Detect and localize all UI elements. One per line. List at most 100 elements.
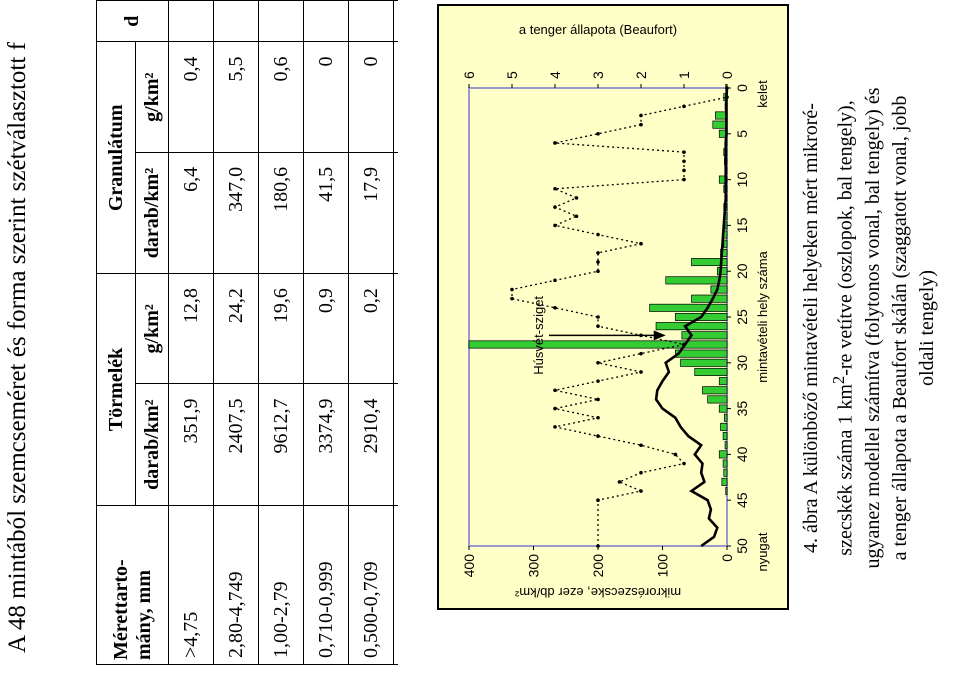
clipped-cell — [348, 0, 394, 42]
bar — [718, 377, 728, 386]
granulate-mass-cell: 0,6 — [258, 41, 304, 153]
debris-count-cell: 2689,3 — [393, 384, 398, 506]
table-row: 0,355-0,4992689,30,100 — [393, 0, 398, 665]
y-tick-label: 400 — [461, 554, 477, 578]
debris-group-header: Törmelék — [96, 273, 136, 506]
beaufort-point — [553, 205, 557, 209]
beaufort-point — [596, 251, 600, 255]
bar — [724, 221, 728, 230]
right-end-label: kelet — [755, 80, 770, 108]
clipped-cell — [258, 0, 304, 42]
chart-svg: 0510152025303540455001002003004000123456… — [461, 22, 770, 600]
granulate-count-cell: 41,5 — [303, 152, 349, 274]
beaufort-point — [682, 150, 686, 154]
beaufort-point — [553, 406, 557, 411]
bar — [691, 294, 728, 303]
bar — [724, 441, 728, 450]
y-axis-label: mikrorészecske, ezer db/km² — [514, 585, 681, 600]
beaufort-point — [639, 241, 643, 246]
granulate-mass-cell: 0,4 — [168, 41, 214, 153]
debris-count-cell: 351,9 — [168, 384, 214, 506]
beaufort-point — [682, 342, 686, 347]
bar — [718, 404, 728, 413]
beaufort-point — [596, 361, 600, 365]
beaufort-point — [596, 397, 600, 402]
debris-mass-cell: 24,2 — [213, 273, 259, 384]
beaufort-point — [639, 370, 643, 374]
beaufort-point — [510, 296, 514, 301]
size-cell: 1,00-2,79 — [258, 505, 304, 665]
particle-size-table: Mérettarto- mány, mm Törmelék Granulátum… — [96, 0, 398, 665]
y2-tick-label: 3 — [590, 71, 606, 79]
bar — [694, 367, 728, 376]
granulate-count-cell: 0 — [393, 152, 398, 274]
debris-count-cell: 2407,5 — [213, 384, 259, 506]
beaufort-point — [553, 425, 557, 429]
figure-4-box: 0 5 10 15 20 25 30 35 40 45 50 0 100 200 300 400 0 1 2 3 4 5 6… — [437, 4, 789, 610]
bar — [718, 450, 728, 459]
size-range-header: Mérettarto- mány, mm — [96, 505, 169, 665]
bar — [468, 340, 728, 349]
granulate-mass-cell: 0 — [348, 41, 394, 153]
granulate-group-header: Granulátum — [96, 41, 136, 274]
beaufort-point — [574, 214, 579, 219]
clipped-column-header: d — [96, 0, 169, 42]
size-range-header-line2: mány, mm — [132, 570, 155, 660]
clipped-cell — [393, 0, 398, 42]
beaufort-point — [510, 287, 514, 292]
debris-mass-header: g/km² — [135, 273, 169, 384]
beaufort-point — [639, 443, 643, 448]
annotation-arrow-head — [653, 330, 666, 341]
beaufort-point — [553, 388, 557, 393]
size-cell: 0,500-0,709 — [348, 505, 394, 665]
beaufort-point — [574, 196, 579, 200]
bar — [722, 459, 728, 468]
beaufort-point — [639, 351, 643, 356]
beaufort-point — [673, 452, 678, 457]
clipped-cell — [213, 0, 259, 42]
size-cell: 2,80-4,749 — [213, 505, 259, 665]
x-tick-label: 10 — [734, 172, 750, 188]
bar — [723, 239, 728, 248]
clipped-cell — [303, 0, 349, 42]
bar — [712, 120, 728, 129]
granulate-mass-cell: 5,5 — [213, 41, 259, 153]
beaufort-point — [596, 324, 600, 328]
beaufort-point — [682, 104, 686, 109]
beaufort-point — [639, 470, 643, 475]
table-row: 1,00-2,79 9612,7 19,6 180,6 0,6 — [258, 0, 304, 665]
x-tick-label: 25 — [734, 309, 750, 325]
granulate-count-header: darab/km² — [135, 152, 169, 274]
beaufort-point — [682, 177, 686, 182]
size-cell: 0,710-0,999 — [303, 505, 349, 665]
left-end-label: nyugat — [755, 532, 770, 571]
x-tick-label: 5 — [734, 130, 750, 138]
beaufort-point — [553, 278, 557, 283]
beaufort-point — [553, 223, 557, 228]
beaufort-point — [553, 186, 557, 191]
y2-tick-label: 5 — [504, 71, 520, 79]
beaufort-point — [553, 141, 557, 145]
bar — [675, 349, 728, 358]
beaufort-point — [639, 113, 643, 118]
bar — [723, 468, 728, 477]
bar — [649, 303, 728, 312]
y-tick-label: 200 — [590, 554, 606, 578]
x-axis-label: mintavételi hely száma — [755, 250, 770, 382]
bar — [722, 432, 728, 441]
granulate-mass-cell: 0 — [303, 41, 349, 153]
y2-tick-label: 1 — [676, 71, 692, 79]
x-tick-label: 40 — [734, 446, 750, 462]
model-line — [654, 87, 729, 548]
bar — [681, 331, 728, 340]
bar — [707, 395, 728, 404]
x-tick-label: 20 — [734, 263, 750, 279]
bar — [725, 487, 728, 496]
x-tick-label: 15 — [734, 217, 750, 233]
x-tick-label: 0 — [734, 84, 750, 92]
y2-axis-label: a tenger állapota (Beaufort) — [519, 22, 677, 37]
bar — [724, 413, 728, 422]
y2-tick-label: 4 — [547, 71, 563, 79]
table-row: 2,80-4,749 2407,5 24,2 347,0 5,5 — [213, 0, 259, 665]
